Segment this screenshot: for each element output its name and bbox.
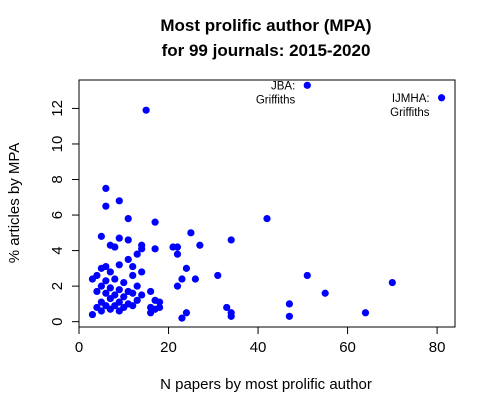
data-point: [102, 289, 110, 297]
data-point: [187, 229, 195, 237]
y-tick-label: 4: [49, 246, 66, 254]
data-point: [147, 287, 155, 296]
data-point: [182, 264, 191, 272]
data-point: [178, 314, 186, 322]
data-point: [129, 262, 137, 271]
data-point: [151, 218, 159, 226]
data-point: [111, 275, 119, 283]
data-point: [361, 309, 370, 317]
data-point: [196, 241, 204, 249]
annotations: JBA: Griffiths IJMHA: Griffiths: [256, 80, 430, 118]
data-point: [120, 293, 128, 301]
data-point: [133, 296, 141, 304]
data-point: [155, 298, 164, 306]
data-point: [102, 184, 110, 192]
x-tick-label: 80: [429, 339, 446, 356]
data-point: [285, 312, 293, 320]
data-point: [106, 268, 114, 276]
data-point: [191, 275, 199, 283]
data-point: [115, 286, 123, 294]
data-point: [106, 284, 114, 292]
data-point: [214, 271, 222, 280]
data-point: [227, 236, 235, 244]
data-point: [303, 271, 311, 280]
data-point: [178, 275, 186, 283]
data-point: [93, 287, 101, 296]
data-point: [223, 303, 231, 312]
y-tick-label: 0: [49, 317, 66, 325]
data-point: [182, 309, 191, 317]
x-tick-label: 60: [339, 339, 356, 356]
data-point: [124, 215, 132, 223]
data-point: [437, 94, 446, 102]
data-point: [388, 278, 396, 287]
data-point: [93, 271, 101, 280]
x-tick-label: 0: [75, 339, 83, 356]
data-point: [115, 234, 123, 242]
y-axis-label: % articles by MPA: [6, 143, 23, 264]
data-point: [97, 232, 105, 240]
annotation-label: JBA:: [271, 80, 295, 92]
data-point: [173, 282, 182, 290]
y-tick-label: 8: [49, 175, 66, 183]
data-point: [133, 282, 141, 290]
annotation-label: Griffiths: [390, 107, 430, 119]
data-point: [227, 312, 235, 320]
data-point: [151, 245, 159, 253]
data-point: [124, 236, 132, 244]
data-point: [102, 262, 110, 271]
data-point: [120, 278, 128, 287]
data-points: [88, 81, 446, 322]
x-axis: 0 20 40 60 80: [75, 326, 446, 356]
data-point: [97, 307, 105, 315]
data-point: [303, 81, 311, 89]
x-tick-label: 40: [250, 339, 267, 356]
data-point: [173, 250, 182, 258]
data-point: [155, 303, 164, 312]
data-point: [129, 289, 137, 297]
data-point: [111, 243, 119, 251]
y-tick-label: 2: [49, 282, 66, 290]
data-point: [173, 243, 182, 251]
annotation-label: IJMHA:: [392, 93, 430, 105]
chart-title-line2: for 99 journals: 2015-2020: [162, 41, 371, 60]
data-point: [102, 202, 110, 210]
data-point: [138, 291, 146, 299]
data-point: [97, 282, 105, 290]
data-point: [115, 261, 123, 269]
data-point: [102, 277, 110, 285]
data-point: [115, 298, 123, 306]
data-point: [321, 289, 329, 297]
data-point: [133, 250, 141, 258]
data-point: [263, 215, 271, 223]
x-tick-label: 20: [160, 339, 177, 356]
data-point: [129, 271, 137, 280]
y-tick-label: 12: [49, 100, 66, 117]
data-point: [129, 302, 137, 310]
data-point: [124, 255, 132, 264]
data-point: [138, 241, 146, 249]
y-tick-label: 10: [49, 136, 66, 153]
annotation-label: Griffiths: [256, 94, 296, 106]
data-point: [111, 291, 119, 299]
chart-title-line1: Most prolific author (MPA): [160, 16, 371, 35]
data-point: [115, 197, 123, 205]
data-point: [285, 300, 293, 308]
data-point: [142, 106, 150, 114]
x-axis-label: N papers by most prolific author: [160, 376, 372, 393]
data-point: [138, 268, 146, 276]
data-point: [88, 310, 97, 319]
y-axis: 0 2 4 6 8 10 12: [49, 100, 80, 326]
y-tick-label: 6: [49, 211, 66, 219]
